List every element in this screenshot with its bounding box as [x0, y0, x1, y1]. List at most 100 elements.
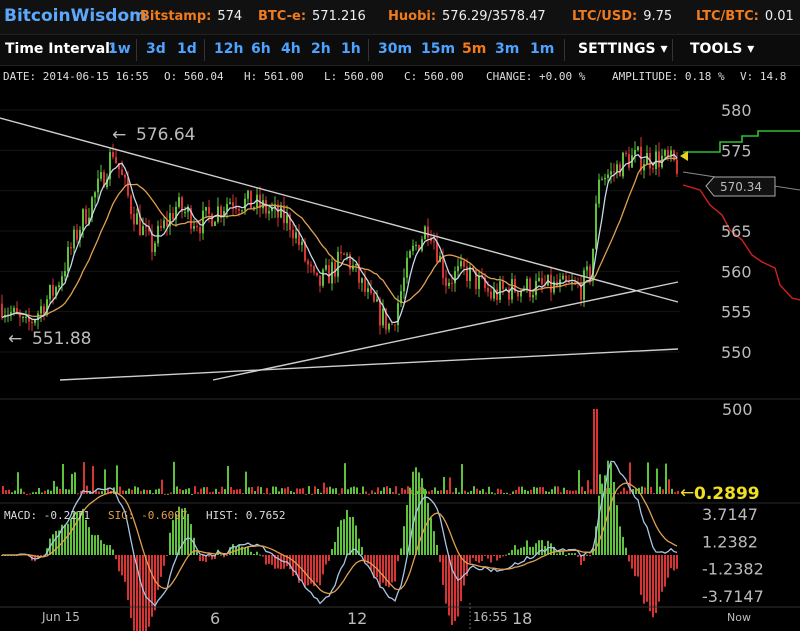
candle-body [31, 321, 33, 324]
candle-body [118, 162, 120, 170]
interval-6h[interactable]: 6h [251, 41, 271, 57]
macd-hist-bar [97, 534, 99, 555]
trend-line-resistance[interactable] [0, 117, 679, 303]
interval-5m[interactable]: 5m [462, 41, 487, 57]
macd-hist-bar [295, 555, 297, 576]
candle-body [163, 220, 165, 228]
macd-hist-bar [211, 555, 213, 560]
candle-body [58, 285, 60, 288]
candle-body [601, 179, 603, 181]
volume-bar [41, 492, 43, 494]
macd-hist-bar [232, 544, 234, 555]
price-candles [1, 137, 678, 335]
candle-body [307, 260, 309, 265]
volume-bar [659, 486, 661, 494]
volume-bar [668, 479, 670, 494]
candle-body [655, 151, 657, 170]
volume-bar [365, 491, 367, 494]
macd-hist-bar [463, 555, 465, 586]
volume-bar [35, 492, 37, 494]
macd-tick-label: 3.7147 [702, 505, 758, 524]
candle-body [562, 275, 564, 280]
interval-1w[interactable]: 1w [108, 41, 131, 57]
interval-2h[interactable]: 2h [311, 41, 331, 57]
interval-4h[interactable]: 4h [281, 41, 301, 57]
info-high: H: 561.00 [244, 70, 304, 83]
macd-hist-bar [298, 555, 300, 583]
price-marker-box[interactable]: 570.34 [705, 176, 776, 197]
macd-hist-bar [115, 555, 117, 560]
macd-hist-bar [514, 545, 516, 555]
volume-bar [401, 488, 403, 494]
volume-bar [317, 488, 319, 494]
volume-bar [278, 491, 280, 494]
logo[interactable]: BitcoinWisdom [4, 6, 147, 26]
toolbar: Time Interval: 1w 3d 1d 12h 6h 4h 2h 1h … [0, 35, 800, 66]
macd-label: MACD: -0.2271 [4, 509, 90, 522]
interval-1m[interactable]: 1m [530, 41, 555, 57]
candle-body [670, 150, 672, 157]
macd-hist-bar [421, 478, 423, 555]
price-marker-value: 570.34 [720, 180, 762, 194]
volume-bar [263, 493, 265, 495]
ticker-ltcusd[interactable]: LTC/USD: 9.75 [572, 9, 673, 24]
candle-body [634, 150, 636, 156]
ticker-btce[interactable]: BTC-e: 571.216 [258, 9, 366, 24]
candle-body [145, 226, 147, 228]
macd-hist-bar [388, 555, 390, 588]
trend-line-base[interactable] [59, 348, 679, 381]
candle-body [43, 306, 45, 315]
macd-hist-bar [376, 555, 378, 578]
info-amplitude: AMPLITUDE: 0.18 % [612, 70, 725, 83]
interval-30m[interactable]: 30m [378, 41, 413, 57]
candle-body [289, 214, 291, 230]
macd-hist-bar [82, 508, 84, 555]
macd-hist-bar [586, 554, 588, 556]
interval-15m[interactable]: 15m [421, 41, 456, 57]
macd-hist-bar [667, 555, 669, 578]
candle-body [625, 152, 627, 155]
volume-bar [140, 491, 142, 494]
interval-1h[interactable]: 1h [341, 41, 361, 57]
candle-body [538, 277, 540, 281]
candle-body [16, 308, 18, 314]
trend-lines[interactable] [0, 117, 679, 381]
candle-body [253, 207, 255, 209]
tools-menu[interactable]: TOOLS ▾ [690, 41, 755, 57]
volume-bar [38, 487, 40, 494]
macd-hist-bar [394, 555, 396, 582]
candle-body [112, 152, 114, 158]
ticker-huobi[interactable]: Huobi: 576.29/3578.47 [388, 9, 546, 24]
trend-line-support[interactable] [212, 281, 679, 381]
macd-hist-bar [91, 534, 93, 555]
macd-hist-bar [580, 555, 582, 566]
candle-body [106, 179, 108, 188]
macd-hist-bar [613, 481, 615, 555]
volume-bar [491, 492, 493, 494]
volume-bar [455, 487, 457, 494]
macd-hist-bar [106, 545, 108, 555]
macd-hist-bar [70, 518, 72, 555]
macd-hist-bar [655, 555, 657, 613]
candle-body [466, 266, 468, 282]
macd-hist-bar [340, 520, 342, 555]
interval-12h[interactable]: 12h [214, 41, 244, 57]
interval-3d[interactable]: 3d [146, 41, 166, 57]
volume-bar [152, 493, 154, 495]
ticker-ltcbtc[interactable]: LTC/BTC: 0.01 [696, 9, 794, 24]
macd-hist-bar [427, 502, 429, 555]
settings-menu[interactable]: SETTINGS ▾ [578, 41, 668, 57]
macd-hist-bar [55, 530, 57, 555]
candle-body [64, 271, 66, 277]
interval-3m[interactable]: 3m [495, 41, 520, 57]
volume-bar [272, 486, 274, 494]
volume-bar [164, 493, 166, 495]
ticker-bitstamp[interactable]: Bitstamp: 574 [140, 9, 243, 24]
interval-1d[interactable]: 1d [177, 41, 197, 57]
macd-tick-label: -3.7147 [702, 587, 764, 606]
macd-hist-bar [223, 555, 225, 558]
volume-bar [407, 486, 409, 494]
volume-bar [674, 492, 676, 494]
volume-bar [527, 490, 529, 494]
